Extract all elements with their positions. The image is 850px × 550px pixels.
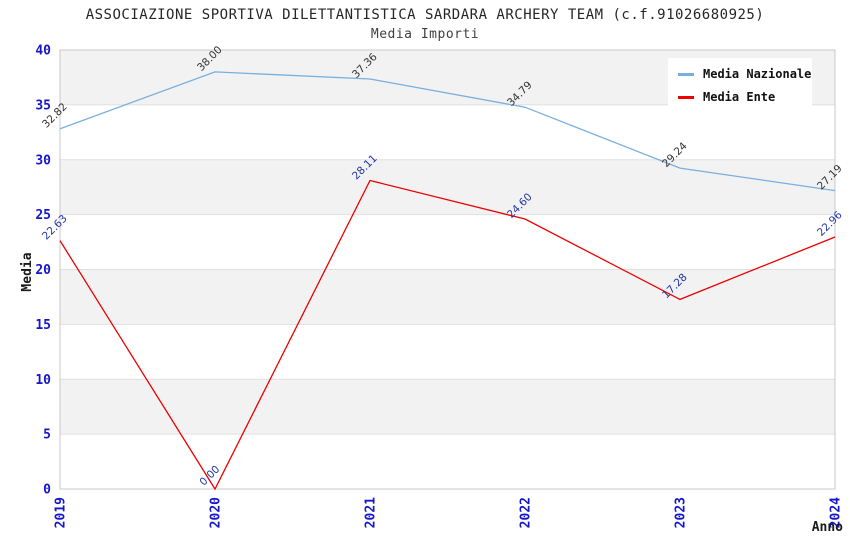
y-axis-title: Media (20, 252, 35, 291)
legend-line-swatch (678, 72, 694, 76)
legend-line-swatch (678, 95, 694, 99)
y-tick-label: 15 (35, 318, 51, 333)
chart-title: ASSOCIAZIONE SPORTIVA DILETTANTISTICA SA… (85, 7, 765, 23)
plot-border (59, 49, 836, 490)
x-axis-title: Anno (812, 520, 843, 535)
y-tick-label: 35 (35, 98, 51, 113)
chart-subtitle: Media Importi (370, 27, 480, 42)
legend-label: Media Nazionale (703, 67, 812, 81)
y-tick-label: 25 (35, 208, 51, 223)
y-tick-label: 5 (43, 428, 51, 443)
background-band (60, 159, 835, 215)
y-tick-label: 0 (43, 483, 51, 498)
legend: Media Nazionale Media Ente (668, 58, 812, 112)
y-tick-label: 30 (35, 153, 51, 168)
series-line-media-nazionale (59, 71, 836, 192)
x-tick-label: 2020 (209, 497, 224, 528)
background-band (60, 269, 835, 325)
x-tick-label: 2023 (674, 497, 689, 528)
y-tick-label: 40 (35, 44, 51, 59)
legend-item: Media Ente (678, 90, 802, 104)
legend-label: Media Ente (703, 90, 776, 104)
x-tick-label: 2019 (54, 497, 69, 528)
x-tick-label: 2021 (364, 497, 379, 528)
y-tick-label: 10 (35, 373, 51, 388)
y-tick-label: 20 (35, 263, 51, 278)
legend-item: Media Nazionale (678, 67, 811, 81)
series-line-media-ente (59, 179, 836, 491)
x-tick-label: 2024 (829, 497, 844, 528)
x-tick-label: 2022 (519, 497, 534, 528)
background-band (60, 379, 835, 435)
